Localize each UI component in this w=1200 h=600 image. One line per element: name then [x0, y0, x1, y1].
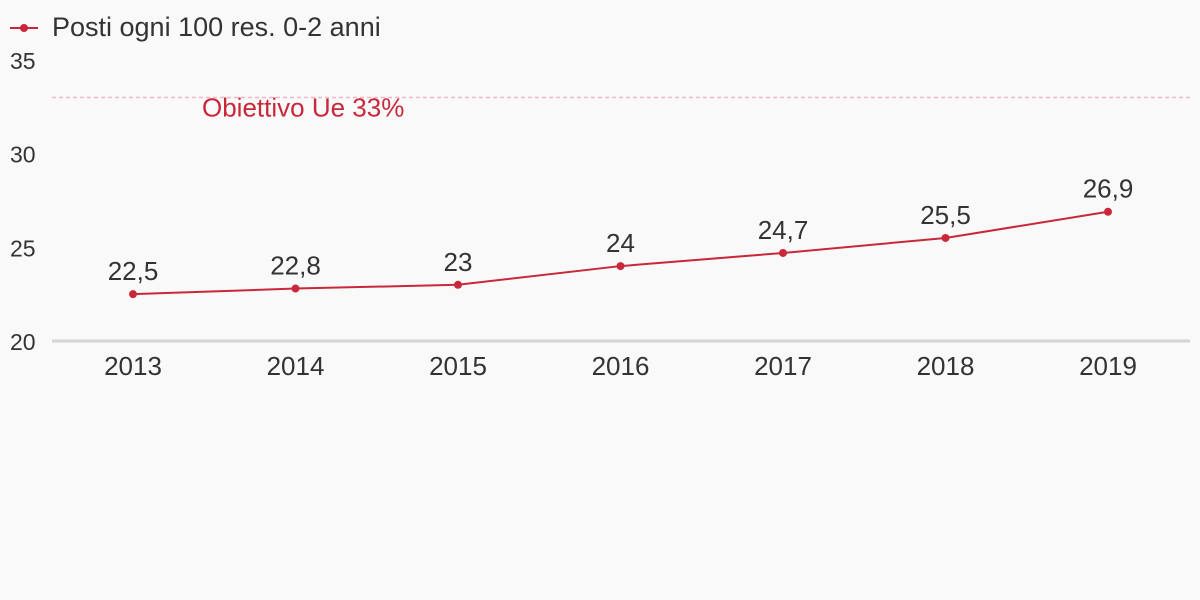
y-tick-label: 25 — [10, 235, 36, 261]
legend-dot-icon — [20, 24, 28, 32]
data-label: 24 — [606, 228, 635, 258]
data-label: 23 — [444, 247, 473, 277]
legend-label: Posti ogni 100 res. 0-2 anni — [52, 12, 381, 42]
y-axis: 20 25 30 35 — [10, 48, 36, 355]
x-tick-label: 2013 — [104, 351, 162, 381]
data-point — [941, 233, 950, 242]
data-point — [616, 262, 625, 271]
x-tick-label: 2014 — [267, 351, 325, 381]
y-tick-label: 30 — [10, 142, 36, 168]
series-group: 22,5 22,8 23 24 24,7 25,5 26,9 — [108, 174, 1134, 299]
data-label: 22,5 — [108, 256, 159, 286]
x-tick-label: 2015 — [429, 351, 487, 381]
data-point — [1104, 207, 1112, 216]
y-tick-label: 35 — [10, 48, 36, 74]
data-label: 25,5 — [920, 200, 971, 230]
x-tick-label: 2016 — [592, 351, 650, 381]
data-point — [454, 280, 462, 289]
data-label: 24,7 — [758, 215, 809, 245]
data-label: 26,9 — [1083, 174, 1134, 204]
x-axis: 2013 2014 2015 2016 2017 2018 2019 — [104, 351, 1137, 381]
data-point — [779, 248, 787, 257]
y-tick-label: 20 — [10, 329, 36, 355]
data-point — [129, 290, 137, 299]
data-label: 22,8 — [270, 251, 321, 281]
target-label: Obiettivo Ue 33% — [202, 92, 404, 122]
legend: Posti ogni 100 res. 0-2 anni — [10, 12, 381, 42]
x-tick-label: 2018 — [917, 351, 975, 381]
data-point — [291, 284, 300, 293]
x-tick-label: 2017 — [754, 351, 812, 381]
x-tick-label: 2019 — [1079, 351, 1137, 381]
target-line-group: Obiettivo Ue 33% — [52, 92, 1190, 122]
